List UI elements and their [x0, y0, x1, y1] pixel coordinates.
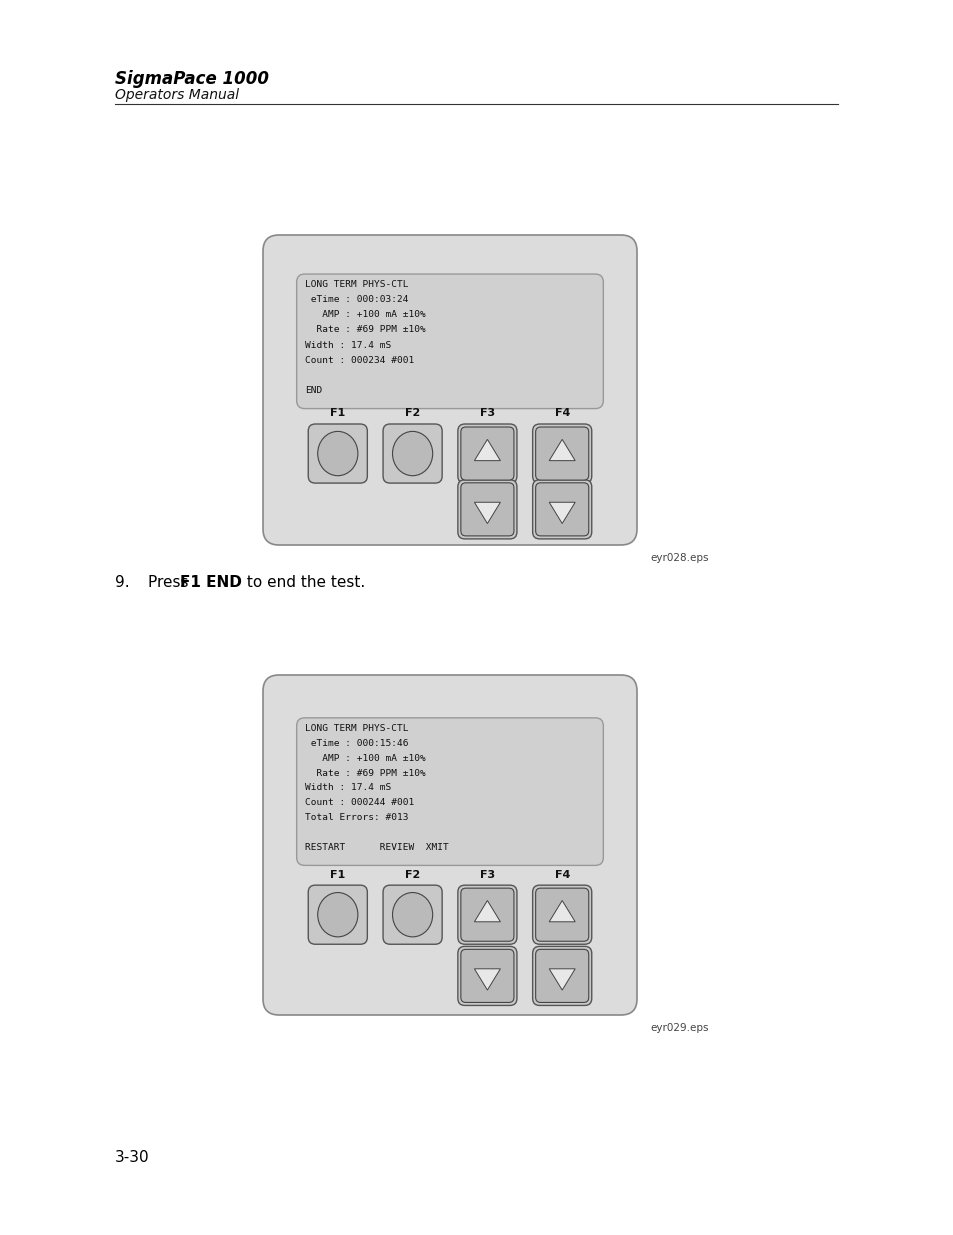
Text: to end the test.: to end the test. — [242, 576, 365, 590]
Text: F1: F1 — [330, 409, 345, 419]
FancyBboxPatch shape — [383, 885, 441, 945]
Text: Rate : #69 PPM ±10%: Rate : #69 PPM ±10% — [304, 768, 425, 778]
Polygon shape — [474, 503, 500, 524]
Polygon shape — [549, 968, 575, 990]
Polygon shape — [474, 440, 500, 461]
Text: Rate : #69 PPM ±10%: Rate : #69 PPM ±10% — [304, 326, 425, 335]
Ellipse shape — [392, 431, 433, 475]
FancyBboxPatch shape — [308, 424, 367, 483]
Text: F1: F1 — [330, 869, 345, 879]
Text: LONG TERM PHYS-CTL: LONG TERM PHYS-CTL — [304, 280, 408, 289]
FancyBboxPatch shape — [532, 424, 591, 483]
Text: SigmaPace 1000: SigmaPace 1000 — [115, 70, 269, 88]
Text: F1 END: F1 END — [180, 576, 242, 590]
Text: Count : 000234 #001: Count : 000234 #001 — [304, 356, 414, 364]
FancyBboxPatch shape — [457, 885, 517, 945]
Text: 9.: 9. — [115, 576, 130, 590]
Text: F4: F4 — [554, 409, 569, 419]
FancyBboxPatch shape — [460, 950, 514, 1003]
Text: eyr029.eps: eyr029.eps — [649, 1023, 708, 1032]
Polygon shape — [549, 900, 575, 921]
Text: eTime : 000:03:24: eTime : 000:03:24 — [304, 295, 408, 304]
FancyBboxPatch shape — [457, 946, 517, 1005]
Polygon shape — [474, 900, 500, 921]
FancyBboxPatch shape — [460, 427, 514, 480]
FancyBboxPatch shape — [532, 885, 591, 945]
FancyBboxPatch shape — [263, 676, 637, 1015]
FancyBboxPatch shape — [460, 483, 514, 536]
Text: Width : 17.4 mS: Width : 17.4 mS — [304, 783, 391, 793]
FancyBboxPatch shape — [460, 888, 514, 941]
Text: END: END — [304, 385, 321, 395]
FancyBboxPatch shape — [532, 480, 591, 538]
Text: Width : 17.4 mS: Width : 17.4 mS — [304, 341, 391, 350]
Polygon shape — [474, 968, 500, 990]
Text: eTime : 000:15:46: eTime : 000:15:46 — [304, 739, 408, 747]
Text: LONG TERM PHYS-CTL: LONG TERM PHYS-CTL — [304, 724, 408, 732]
FancyBboxPatch shape — [383, 424, 441, 483]
Ellipse shape — [317, 431, 357, 475]
FancyBboxPatch shape — [296, 274, 602, 409]
Text: Press: Press — [148, 576, 193, 590]
Text: Count : 000244 #001: Count : 000244 #001 — [304, 798, 414, 808]
FancyBboxPatch shape — [535, 483, 588, 536]
FancyBboxPatch shape — [263, 235, 637, 545]
Text: RESTART      REVIEW  XMIT: RESTART REVIEW XMIT — [304, 844, 448, 852]
Ellipse shape — [317, 893, 357, 937]
FancyBboxPatch shape — [535, 950, 588, 1003]
Text: Total Errors: #013: Total Errors: #013 — [304, 813, 408, 823]
FancyBboxPatch shape — [308, 885, 367, 945]
FancyBboxPatch shape — [457, 424, 517, 483]
Text: Operators Manual: Operators Manual — [115, 88, 239, 103]
FancyBboxPatch shape — [296, 718, 602, 866]
Text: F4: F4 — [554, 869, 569, 879]
Text: F3: F3 — [479, 869, 495, 879]
Text: eyr028.eps: eyr028.eps — [649, 553, 708, 563]
FancyBboxPatch shape — [535, 888, 588, 941]
Ellipse shape — [392, 893, 433, 937]
Text: AMP : +100 mA ±10%: AMP : +100 mA ±10% — [304, 310, 425, 320]
Polygon shape — [549, 440, 575, 461]
Text: F2: F2 — [405, 409, 419, 419]
Text: F2: F2 — [405, 869, 419, 879]
Text: 3-30: 3-30 — [115, 1150, 150, 1165]
Polygon shape — [549, 503, 575, 524]
FancyBboxPatch shape — [535, 427, 588, 480]
Text: AMP : +100 mA ±10%: AMP : +100 mA ±10% — [304, 753, 425, 763]
Text: F3: F3 — [479, 409, 495, 419]
FancyBboxPatch shape — [532, 946, 591, 1005]
FancyBboxPatch shape — [457, 480, 517, 538]
